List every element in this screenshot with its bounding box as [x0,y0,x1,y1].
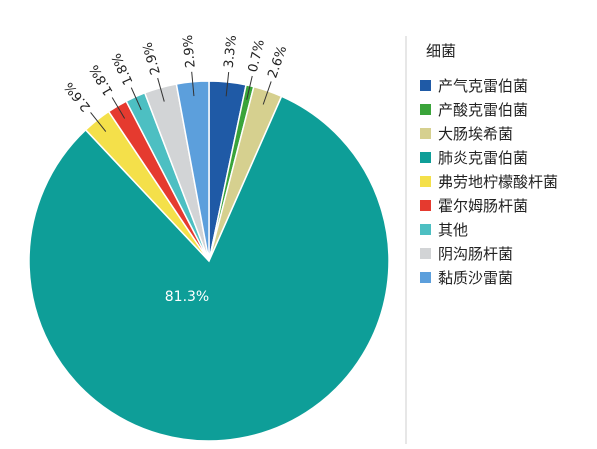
slice-5-label: 2.6% [62,79,94,114]
legend-title: 细菌 [426,42,456,60]
legend-label-7: 其他 [438,221,468,239]
slice-1-label: 3.3% [222,34,240,68]
slice-8-label: 2.9% [140,40,163,76]
slice-8-leader [157,77,165,102]
legend-label-6: 霍尔姆肠杆菌 [438,197,528,215]
legend-label-2: 产酸克雷伯菌 [438,101,528,119]
legend-label-4: 肺炎克雷伯菌 [438,149,528,167]
slice-4-label: 81.3% [165,289,209,305]
slice-3-label: 2.6% [265,44,290,80]
slice-6-label: 1.8% [87,62,117,98]
slice-3-leader [262,81,272,105]
slice-6-leader [111,97,126,119]
legend-label-1: 产气克雷伯菌 [438,77,528,95]
legend-label-5: 弗劳地柠檬酸杆菌 [438,173,558,191]
slice-2-leader [246,75,253,100]
slice-9-label: 2.9% [181,34,199,68]
legend-swatch-2 [420,104,431,115]
slice-4 [28,95,390,442]
legend-label-3: 大肠埃希菌 [438,125,513,143]
legend-swatch-8 [420,248,431,259]
legend-swatch-6 [420,200,431,211]
slice-5-leader [90,112,107,132]
slice-7-leader [130,87,142,111]
pie-slices [28,80,390,442]
slice-1-leader [225,71,230,97]
legend-swatch-7 [420,224,431,235]
legend-swatch-1 [420,80,431,91]
slice-9-leader [191,71,195,97]
leader-lines [90,71,272,132]
slice-7-label: 1.8% [109,51,136,87]
legend-swatch-4 [420,152,431,163]
slice-2-label: 0.7% [246,38,268,74]
legend-swatch-3 [420,128,431,139]
legend-label-8: 阴沟肠杆菌 [438,245,513,263]
legend-swatch-9 [420,272,431,283]
legend: 细菌 产气克雷伯菌产酸克雷伯菌大肠埃希菌肺炎克雷伯菌弗劳地柠檬酸杆菌霍尔姆肠杆菌… [420,42,558,287]
legend-swatch-5 [420,176,431,187]
legend-label-9: 黏质沙雷菌 [438,269,513,287]
